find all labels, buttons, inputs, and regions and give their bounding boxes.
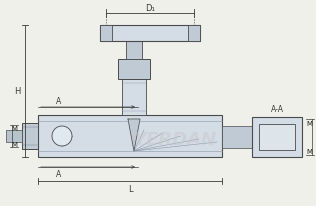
Text: M: M	[11, 141, 17, 147]
Text: H: H	[14, 87, 20, 96]
Bar	[122, 80, 146, 115]
Text: A-A: A-A	[270, 105, 283, 114]
Text: A: A	[56, 97, 61, 106]
Bar	[126, 42, 142, 60]
Bar	[222, 126, 252, 148]
Text: L: L	[128, 185, 132, 194]
Bar	[118, 60, 150, 80]
Bar	[100, 26, 200, 42]
Text: M: M	[306, 121, 312, 126]
Text: M: M	[306, 148, 312, 154]
Bar	[6, 130, 22, 142]
Text: YERDAN: YERDAN	[133, 130, 216, 148]
Circle shape	[52, 126, 72, 146]
Polygon shape	[128, 119, 140, 151]
Text: M: M	[11, 125, 17, 131]
Bar	[38, 115, 222, 157]
Bar	[22, 123, 38, 149]
Bar	[188, 26, 200, 42]
Text: A: A	[56, 170, 61, 179]
Text: D₁: D₁	[145, 4, 155, 12]
Bar	[252, 117, 302, 157]
Bar	[100, 26, 112, 42]
Bar	[259, 124, 295, 150]
